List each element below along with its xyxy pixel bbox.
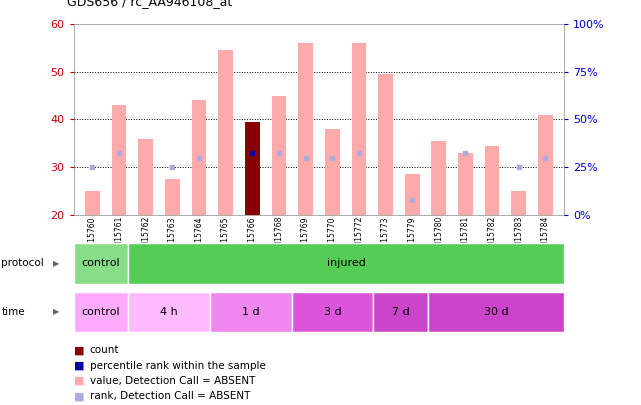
Text: ■: ■	[74, 376, 84, 386]
Text: value, Detection Call = ABSENT: value, Detection Call = ABSENT	[90, 376, 255, 386]
Bar	[431, 141, 446, 215]
Bar	[85, 191, 100, 215]
Bar	[325, 129, 340, 215]
Text: 4 h: 4 h	[160, 307, 178, 317]
Text: control: control	[81, 307, 121, 317]
Bar	[245, 122, 260, 215]
Bar	[138, 139, 153, 215]
Bar	[112, 105, 126, 215]
Bar	[374, 292, 428, 332]
Bar	[512, 191, 526, 215]
Bar	[192, 100, 206, 215]
Bar	[74, 292, 128, 332]
Bar	[219, 51, 233, 215]
Bar	[292, 292, 373, 332]
Bar	[74, 243, 128, 284]
Bar	[538, 115, 553, 215]
Text: ▶: ▶	[53, 307, 60, 316]
Bar	[128, 243, 564, 284]
Text: GDS656 / rc_AA946108_at: GDS656 / rc_AA946108_at	[67, 0, 233, 8]
Text: percentile rank within the sample: percentile rank within the sample	[90, 361, 265, 371]
Bar	[165, 179, 179, 215]
Bar	[485, 146, 499, 215]
Text: ▶: ▶	[53, 259, 60, 268]
Bar	[272, 96, 287, 215]
Text: 1 d: 1 d	[242, 307, 260, 317]
Text: 7 d: 7 d	[392, 307, 410, 317]
Bar	[378, 74, 393, 215]
Text: rank, Detection Call = ABSENT: rank, Detection Call = ABSENT	[90, 392, 250, 401]
Bar	[458, 153, 473, 215]
Text: control: control	[81, 258, 121, 268]
Text: ■: ■	[74, 392, 84, 401]
Text: ■: ■	[74, 361, 84, 371]
Text: 3 d: 3 d	[324, 307, 341, 317]
Text: protocol: protocol	[1, 258, 44, 268]
Text: injured: injured	[327, 258, 365, 268]
Text: ■: ■	[74, 345, 84, 355]
Bar	[351, 43, 366, 215]
Bar	[298, 43, 313, 215]
Text: 30 d: 30 d	[484, 307, 508, 317]
Bar	[128, 292, 210, 332]
Bar	[405, 174, 419, 215]
Text: time: time	[1, 307, 25, 317]
Text: count: count	[90, 345, 119, 355]
Bar	[210, 292, 292, 332]
Bar	[428, 292, 564, 332]
